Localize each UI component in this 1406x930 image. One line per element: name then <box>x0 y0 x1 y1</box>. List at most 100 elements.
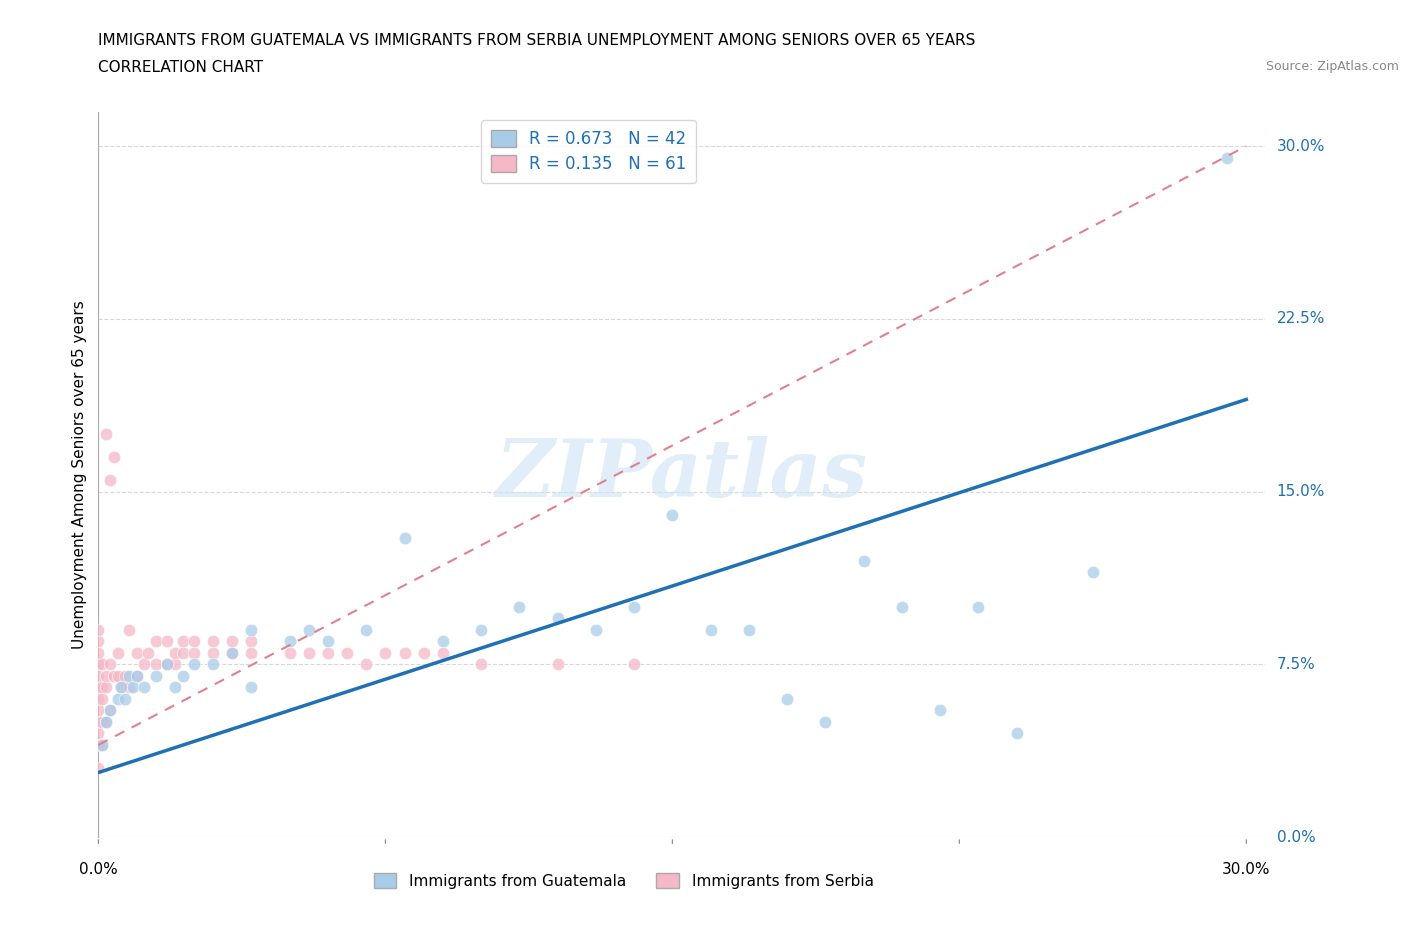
Point <box>221 645 243 660</box>
Point <box>91 680 114 695</box>
Point <box>183 657 205 671</box>
Point <box>87 634 110 649</box>
Text: 7.5%: 7.5% <box>1277 657 1315 671</box>
Point <box>163 680 186 695</box>
Point <box>547 657 569 671</box>
Point <box>156 657 179 671</box>
Point <box>98 472 121 487</box>
Point <box>103 669 125 684</box>
Point <box>91 737 114 752</box>
Point <box>87 669 110 684</box>
Point <box>738 622 761 637</box>
Point <box>661 507 683 522</box>
Point <box>107 669 129 684</box>
Point <box>240 622 263 637</box>
Point <box>172 634 194 649</box>
Point <box>94 714 117 729</box>
Point <box>814 714 837 729</box>
Text: CORRELATION CHART: CORRELATION CHART <box>98 60 263 75</box>
Point <box>316 634 339 649</box>
Point <box>87 622 110 637</box>
Point <box>94 680 117 695</box>
Point <box>87 853 110 868</box>
Point <box>221 645 243 660</box>
Point <box>1083 565 1105 579</box>
Text: 30.0%: 30.0% <box>1277 139 1324 153</box>
Point <box>91 691 114 706</box>
Point <box>118 622 141 637</box>
Point <box>967 599 990 614</box>
Point <box>240 680 263 695</box>
Point <box>240 645 263 660</box>
Point <box>145 634 167 649</box>
Point <box>202 645 225 660</box>
Point <box>172 645 194 660</box>
Point <box>136 645 159 660</box>
Point <box>110 680 132 695</box>
Point <box>91 657 114 671</box>
Point <box>298 645 321 660</box>
Point <box>87 680 110 695</box>
Point <box>852 553 875 568</box>
Text: ZIPatlas: ZIPatlas <box>496 435 868 513</box>
Point <box>87 761 110 776</box>
Point <box>114 669 136 684</box>
Point <box>87 657 110 671</box>
Legend: Immigrants from Guatemala, Immigrants from Serbia: Immigrants from Guatemala, Immigrants fr… <box>367 867 880 895</box>
Point <box>412 645 434 660</box>
Point <box>240 634 263 649</box>
Point <box>202 634 225 649</box>
Point <box>316 645 339 660</box>
Point <box>94 714 117 729</box>
Point <box>94 669 117 684</box>
Point <box>87 841 110 856</box>
Point <box>87 703 110 718</box>
Point <box>94 853 117 868</box>
Point <box>110 680 132 695</box>
Point <box>125 645 148 660</box>
Point <box>470 622 492 637</box>
Text: Source: ZipAtlas.com: Source: ZipAtlas.com <box>1265 60 1399 73</box>
Point <box>134 680 156 695</box>
Point <box>585 622 607 637</box>
Point <box>394 645 416 660</box>
Point <box>87 714 110 729</box>
Point <box>125 669 148 684</box>
Point <box>278 634 301 649</box>
Point <box>394 530 416 545</box>
Point <box>163 657 186 671</box>
Point <box>929 703 952 718</box>
Point <box>699 622 721 637</box>
Point <box>91 714 114 729</box>
Point <box>547 611 569 626</box>
Point <box>183 634 205 649</box>
Point <box>354 657 377 671</box>
Point <box>87 691 110 706</box>
Text: 15.0%: 15.0% <box>1277 485 1324 499</box>
Point <box>470 657 492 671</box>
Y-axis label: Unemployment Among Seniors over 65 years: Unemployment Among Seniors over 65 years <box>72 300 87 649</box>
Point <box>432 634 454 649</box>
Point <box>91 841 114 856</box>
Point <box>134 657 156 671</box>
Point <box>172 669 194 684</box>
Point <box>114 691 136 706</box>
Point <box>221 634 243 649</box>
Point <box>1216 151 1239 166</box>
Point <box>98 657 121 671</box>
Point <box>91 737 114 752</box>
Point <box>125 669 148 684</box>
Text: 22.5%: 22.5% <box>1277 312 1324 326</box>
Point <box>374 645 396 660</box>
Text: IMMIGRANTS FROM GUATEMALA VS IMMIGRANTS FROM SERBIA UNEMPLOYMENT AMONG SENIORS O: IMMIGRANTS FROM GUATEMALA VS IMMIGRANTS … <box>98 33 976 47</box>
Point <box>107 645 129 660</box>
Point <box>183 645 205 660</box>
Point <box>1005 726 1028 741</box>
Point <box>623 657 645 671</box>
Point <box>336 645 359 660</box>
Point <box>890 599 912 614</box>
Point <box>107 691 129 706</box>
Point <box>508 599 530 614</box>
Point <box>87 645 110 660</box>
Point <box>776 691 799 706</box>
